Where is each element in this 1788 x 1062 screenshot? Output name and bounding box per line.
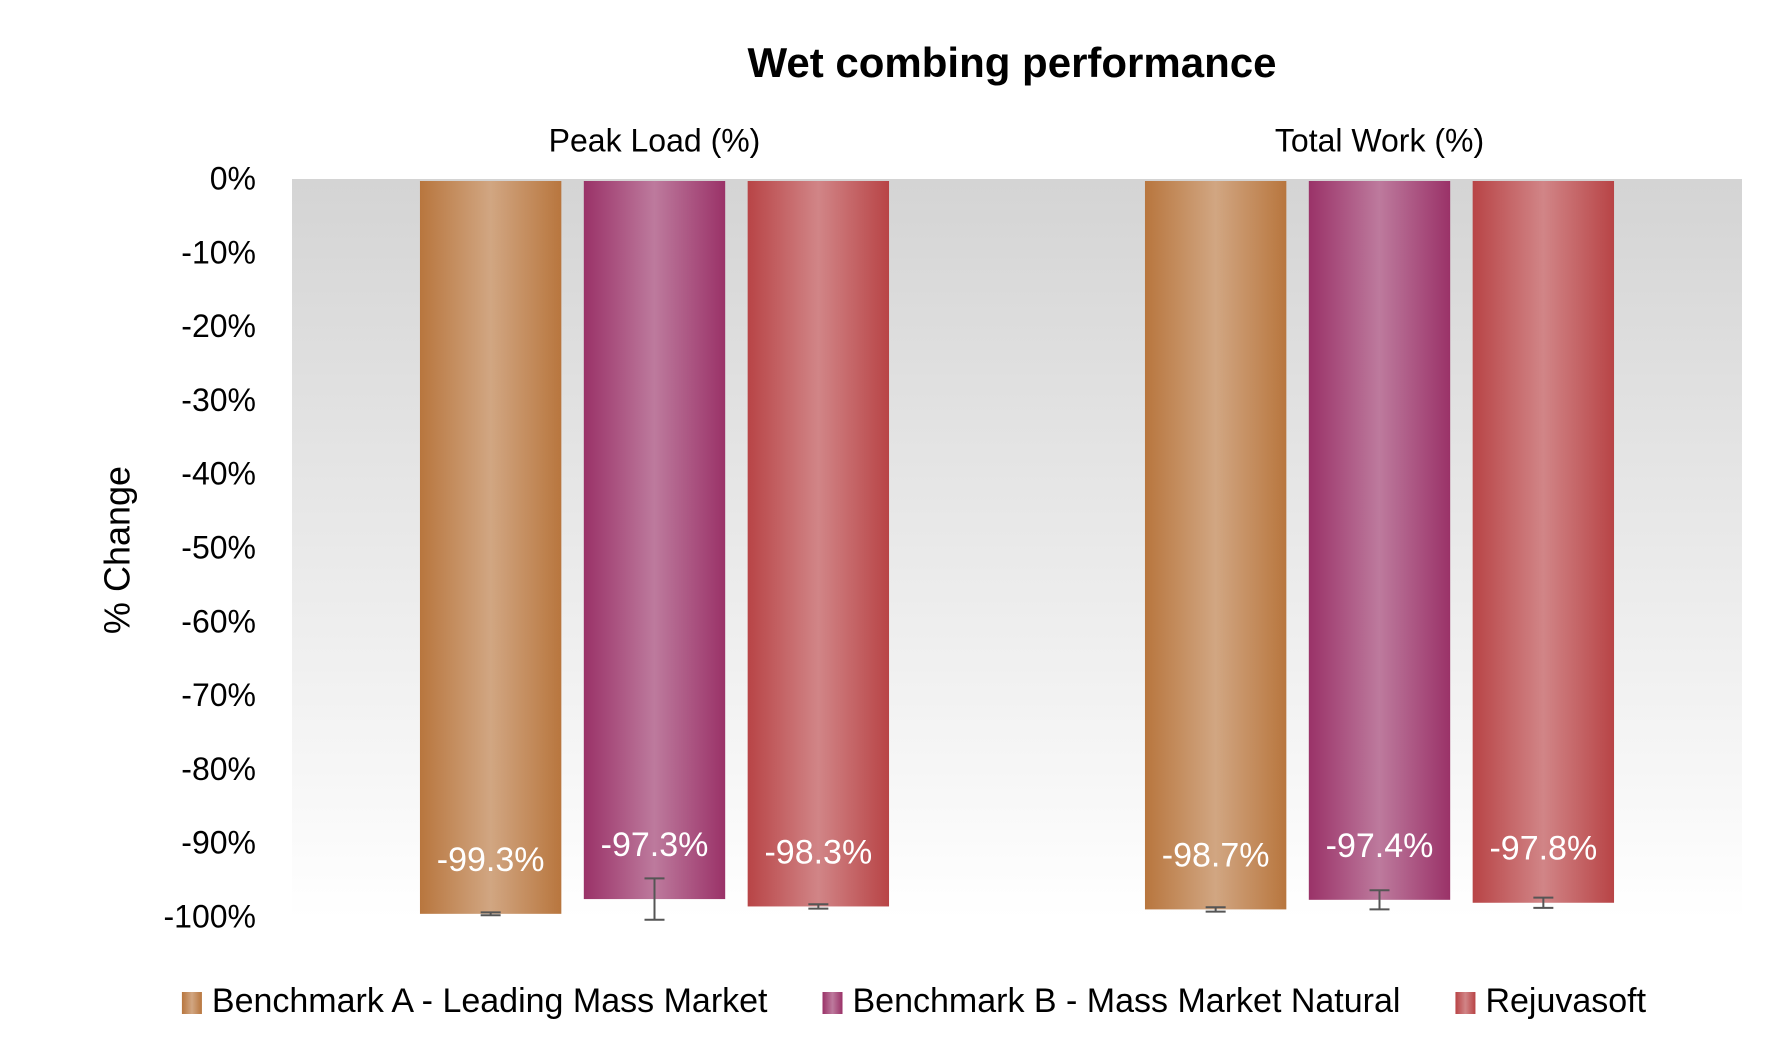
chart-title: Wet combing performance — [748, 39, 1277, 86]
legend-swatch — [181, 992, 202, 1014]
error-bar — [1205, 906, 1226, 913]
legend-label: Benchmark B - Mass Market Natural — [853, 982, 1401, 1020]
value-label: -97.4% — [1326, 827, 1434, 865]
bar — [1308, 181, 1451, 900]
legend-label: Rejuvasoft — [1485, 982, 1646, 1020]
value-label: -98.3% — [764, 833, 872, 871]
error-bar — [480, 911, 501, 917]
y-tick-label: -60% — [181, 603, 256, 639]
y-tick-label: -30% — [181, 382, 256, 418]
y-tick-label: -90% — [181, 825, 256, 861]
value-label: -97.8% — [1489, 830, 1597, 868]
y-axis-title: % Change — [97, 466, 138, 634]
category-label: Total Work (%) — [1275, 122, 1484, 158]
y-tick-label: -40% — [181, 456, 256, 492]
bar — [747, 181, 890, 907]
y-tick-label: -70% — [181, 677, 256, 713]
y-tick-label: -50% — [181, 529, 256, 565]
legend-swatch — [1455, 992, 1476, 1014]
error-bar — [808, 903, 829, 910]
bar — [1144, 181, 1287, 910]
y-tick-label: 0% — [210, 160, 256, 196]
value-label: -97.3% — [601, 826, 709, 864]
error-bar — [1369, 889, 1390, 911]
y-tick-label: -20% — [181, 308, 256, 344]
y-tick-label: -100% — [164, 898, 257, 934]
value-label: -99.3% — [437, 841, 545, 879]
bar — [419, 181, 562, 914]
category-label: Peak Load (%) — [549, 122, 761, 158]
y-tick-label: -10% — [181, 234, 256, 270]
bar — [1472, 181, 1615, 903]
bar — [583, 181, 726, 900]
error-bar — [1533, 896, 1554, 909]
y-tick-label: -80% — [181, 751, 256, 787]
error-bar — [644, 877, 665, 921]
legend-label: Benchmark A - Leading Mass Market — [212, 982, 768, 1020]
value-label: -98.7% — [1162, 836, 1270, 874]
legend-swatch — [822, 992, 843, 1014]
